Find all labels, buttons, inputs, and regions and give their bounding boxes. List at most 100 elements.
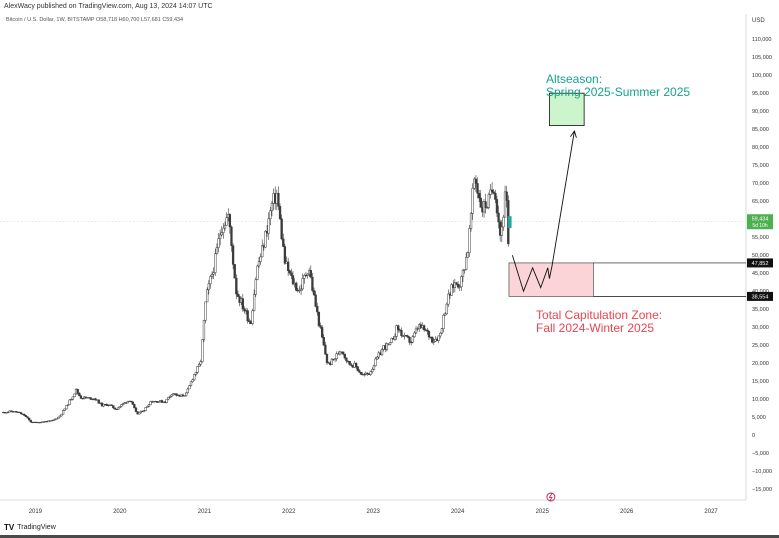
candle-body bbox=[342, 351, 345, 355]
candle-body bbox=[466, 252, 469, 258]
candle-body bbox=[63, 408, 66, 411]
x-tick-label: 2023 bbox=[367, 509, 381, 515]
x-tick-label: 2021 bbox=[198, 509, 212, 515]
y-tick-label: 65,000 bbox=[752, 199, 769, 205]
y-tick-label: 110,000 bbox=[752, 37, 771, 43]
candle-body bbox=[437, 335, 440, 341]
candle-body bbox=[363, 374, 366, 376]
candle-body bbox=[131, 401, 134, 405]
candle-body bbox=[210, 273, 214, 277]
candle-body bbox=[6, 411, 10, 413]
candle-body bbox=[500, 226, 503, 236]
y-tick-label: 45,000 bbox=[752, 271, 769, 277]
candle-body bbox=[259, 256, 262, 262]
candle-body bbox=[320, 327, 324, 338]
projection-arrowhead bbox=[570, 129, 577, 138]
candle-body bbox=[299, 288, 303, 291]
candle-body bbox=[358, 370, 361, 373]
candle-body bbox=[458, 286, 461, 288]
y-tick-label: −15,000 bbox=[752, 487, 772, 493]
candle-body bbox=[209, 276, 212, 285]
candle-body bbox=[256, 265, 259, 280]
candle-body bbox=[167, 397, 170, 400]
candle-body bbox=[414, 328, 418, 334]
candle-body bbox=[113, 407, 117, 410]
candle-body bbox=[288, 270, 291, 274]
candle-body bbox=[160, 400, 164, 403]
candle-body bbox=[220, 232, 223, 236]
candle-body bbox=[254, 279, 257, 295]
candle-body bbox=[264, 230, 267, 248]
candle-body bbox=[204, 301, 207, 321]
candle-body bbox=[246, 310, 249, 322]
candle-body bbox=[129, 400, 133, 403]
candle-body bbox=[243, 308, 246, 312]
candle-body bbox=[222, 227, 225, 233]
candle-body bbox=[354, 362, 358, 367]
y-tick-label: 85,000 bbox=[752, 127, 769, 133]
candle-body bbox=[460, 276, 463, 288]
candle-body bbox=[397, 325, 400, 331]
candle-body bbox=[228, 214, 232, 228]
candle-body bbox=[196, 366, 199, 373]
candle-body bbox=[197, 364, 201, 367]
y-tick-label: 105,000 bbox=[752, 55, 772, 61]
candle-body bbox=[280, 218, 283, 240]
candle-body bbox=[165, 398, 168, 403]
candle-body bbox=[257, 261, 261, 267]
candle-body bbox=[411, 336, 414, 343]
candle-body bbox=[233, 264, 236, 279]
candle-body bbox=[495, 199, 499, 214]
candle-body bbox=[269, 210, 272, 220]
candle-body bbox=[422, 325, 426, 331]
candle-body bbox=[267, 218, 270, 234]
candle-body bbox=[350, 364, 353, 366]
candle-body bbox=[248, 320, 251, 323]
candle-body bbox=[147, 404, 151, 407]
x-tick-label: 2025 bbox=[536, 509, 550, 515]
candle-body bbox=[356, 366, 359, 371]
candle-body bbox=[330, 358, 333, 365]
candle-body bbox=[66, 404, 70, 406]
lightning-icon bbox=[548, 493, 553, 501]
candle-body bbox=[186, 388, 189, 394]
candle-body bbox=[369, 371, 372, 375]
candle-body bbox=[440, 328, 444, 334]
x-tick-label: 2027 bbox=[704, 509, 718, 515]
candle-body bbox=[76, 389, 79, 394]
y-tick-label: 95,000 bbox=[752, 91, 769, 97]
candle-body bbox=[231, 245, 235, 265]
y-tick-label: 50,000 bbox=[752, 253, 769, 259]
candle-body bbox=[235, 277, 238, 295]
tradingview-logo-icon: TV bbox=[4, 523, 15, 532]
candle-body bbox=[133, 404, 136, 409]
candle-body bbox=[471, 187, 474, 214]
candle-body bbox=[191, 379, 194, 383]
candle-body bbox=[380, 349, 384, 356]
candle-body bbox=[442, 315, 445, 329]
candle-body bbox=[502, 216, 505, 228]
symbol-info-line: Bitcoin / U.S. Dollar, 1W, BITSTAMP O58,… bbox=[6, 17, 184, 23]
candle-body bbox=[94, 398, 97, 401]
candle-body bbox=[505, 191, 508, 201]
candle-body bbox=[230, 226, 233, 246]
events-icon[interactable] bbox=[546, 492, 556, 502]
candle-body bbox=[312, 290, 316, 296]
candle-body bbox=[126, 400, 130, 404]
candle-body bbox=[366, 372, 369, 375]
candle-body bbox=[78, 392, 81, 397]
candle-body bbox=[359, 371, 363, 375]
candle-body bbox=[395, 325, 398, 337]
candle-body bbox=[58, 415, 62, 418]
candle-body bbox=[427, 331, 431, 338]
candle-body bbox=[170, 394, 173, 397]
candle-body bbox=[194, 372, 198, 375]
candle-body bbox=[455, 282, 458, 285]
x-tick-label: 2019 bbox=[29, 509, 43, 515]
candle-body bbox=[474, 178, 478, 184]
last-candle bbox=[507, 216, 512, 229]
candle-body bbox=[201, 339, 204, 362]
publisher-line: AlexWacy published on TradingView.com, A… bbox=[4, 3, 213, 10]
